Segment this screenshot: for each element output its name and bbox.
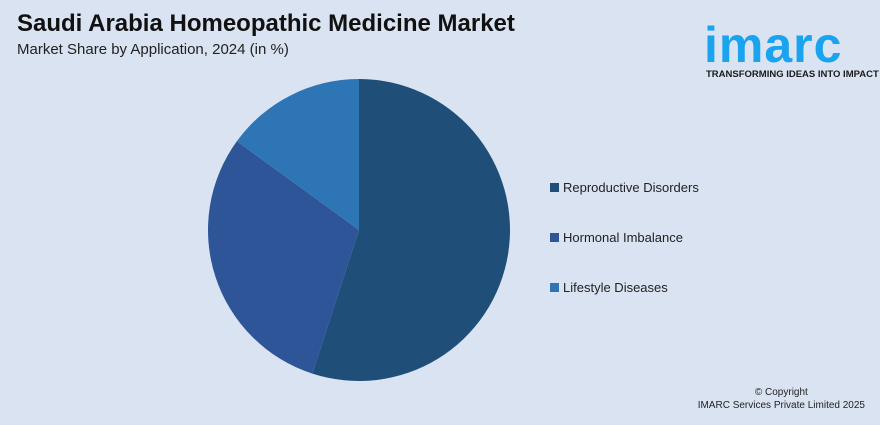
legend-label: Hormonal Imbalance bbox=[563, 230, 683, 245]
legend-item-lifestyle-diseases: Lifestyle Diseases bbox=[550, 280, 668, 295]
legend-swatch bbox=[550, 233, 559, 242]
legend-label: Reproductive Disorders bbox=[563, 180, 699, 195]
legend-swatch bbox=[550, 183, 559, 192]
legend-swatch bbox=[550, 283, 559, 292]
pie-slice-lifestyle-diseases bbox=[236, 79, 359, 230]
legend-label: Lifestyle Diseases bbox=[563, 280, 668, 295]
copyright-label: © Copyright bbox=[754, 387, 808, 398]
copyright: © Copyright IMARC Services Private Limit… bbox=[698, 386, 865, 412]
copyright-company: IMARC Services Private Limited 2025 bbox=[697, 400, 865, 411]
imarc-logo: imarc TRANSFORMING IDEAS INTO IMPACT bbox=[700, 6, 879, 86]
pie-slice-reproductive-disorders bbox=[312, 79, 510, 381]
legend-item-hormonal-imbalance: Hormonal Imbalance bbox=[550, 230, 683, 245]
chart-subtitle: Market Share by Application, 2024 (in %) bbox=[17, 41, 289, 58]
logo-word: imarc bbox=[704, 17, 843, 73]
chart-title: Saudi Arabia Homeopathic Medicine Market bbox=[17, 10, 515, 37]
logo-tagline: TRANSFORMING IDEAS INTO IMPACT bbox=[706, 69, 879, 80]
pie-slice-hormonal-imbalance bbox=[208, 141, 359, 374]
legend-item-reproductive-disorders: Reproductive Disorders bbox=[550, 180, 699, 195]
